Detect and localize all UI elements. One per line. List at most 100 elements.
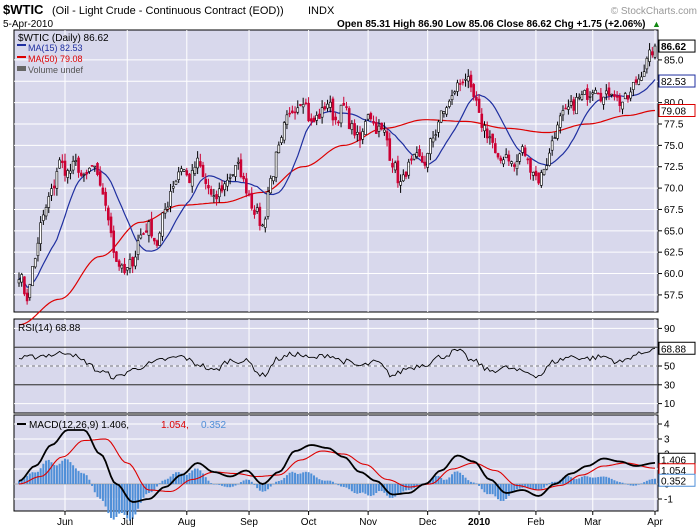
x-tick-label: Nov [359,517,377,528]
candle-body [583,90,586,95]
macd-hist-bar [434,476,437,484]
candle-body [226,179,229,187]
macd-hist-bar [20,480,23,484]
candle-body [77,157,80,173]
macd-hist-bar [139,484,142,503]
candle-body [550,140,554,151]
candle-body [245,178,248,194]
candle-body [634,79,638,83]
candle-body [255,207,259,212]
rsi-value-label-box [658,341,696,355]
candle-body [247,193,251,196]
macd-hist-bar [586,476,589,484]
candle-body [85,171,88,175]
candle-body [591,92,595,95]
macd-hist-bar [589,477,592,484]
signal-value-label: 1.054 [661,466,686,477]
candle-body [204,178,208,184]
y-tick-label: 75.0 [664,141,684,152]
macd-hist-bar [310,473,313,484]
candle-body [104,191,107,206]
candle-body [458,83,462,85]
candle-body [618,95,622,107]
candle-body [545,165,549,170]
y-tick-label: 60.0 [664,269,684,280]
macd-hist-bar [472,482,475,484]
candle-body [291,110,294,114]
x-tick-label: Aug [178,517,196,528]
macd-hist-bar [277,481,280,484]
macd-hist-bar [564,476,567,484]
macd-hist-bar [402,484,405,492]
y-tick-label: 90 [664,324,676,335]
macd-hist-bar [66,459,69,484]
candle-body [188,173,191,184]
candle-body [350,123,354,130]
candle-body [621,101,624,110]
macd-hist-bar [643,482,646,484]
x-tick-label: Feb [527,517,545,528]
macd-hist-bar [26,475,29,484]
candle-body [645,58,649,70]
candle-body [537,172,540,184]
candle-body [220,185,224,192]
candle-body [328,101,332,108]
candle-body [144,230,148,233]
candle-body [588,96,592,98]
candle-body [161,212,164,237]
macd-hist-bar [128,484,131,521]
candle-body [355,131,359,135]
macd-hist-bar [177,472,180,484]
candle-body [66,170,70,178]
macd-hist-bar [99,484,102,499]
macd-hist-bar [345,484,348,488]
macd-hist-bar [510,484,513,493]
candle-body [112,230,116,253]
candle-body [456,82,459,92]
candle-body [320,107,324,118]
y-tick-label: 62.5 [664,248,684,259]
candle-body [44,207,48,217]
macd-hist-bar [418,484,421,485]
candle-body [258,206,262,226]
candle-body [388,138,392,161]
candle-body [109,216,113,234]
ma50-value-label-box [658,103,696,117]
macd-hist-bar [342,484,345,487]
macd-hist-bar [388,484,391,498]
candle-body [334,116,337,121]
macd-hist-bar [491,484,494,495]
macd-hist-bar [626,484,629,485]
macd-hist-bar [294,472,297,484]
candle-body [420,155,424,163]
candle-body [426,153,429,168]
macd-hist-bar [561,477,564,484]
macd-hist-bar [475,483,478,484]
macd-hist-bar [28,473,31,484]
quote-line: Open 85.31 High 86.90 Low 85.06 Close 86… [337,19,645,30]
candle-body [293,111,297,114]
macd-hist-bar [361,484,364,493]
last-price-label-box [658,39,696,53]
macd-hist-bar [50,462,53,484]
macd-hist-bar [329,480,332,484]
candle-body [31,266,34,287]
chart-title-exchange: INDX [308,5,335,17]
macd-hist-bar [548,483,551,484]
rsi-value-label: 68.88 [661,344,686,355]
candle-body [523,147,527,156]
candle-body [599,92,603,102]
macd-hist-bar [518,484,521,489]
macd-hist-bar [459,472,462,484]
macd-hist-bar [64,458,67,484]
candle-body [39,222,42,244]
candle-body [228,176,232,179]
signal-legend-label: 1.054, [161,420,189,431]
macd-hist-bar [429,480,432,484]
macd-hist-bar [285,475,288,484]
candle-body [234,165,237,177]
candle-body [515,161,519,169]
candle-body [529,158,532,173]
macd-hist-bar [415,484,418,487]
candle-body [613,94,616,97]
